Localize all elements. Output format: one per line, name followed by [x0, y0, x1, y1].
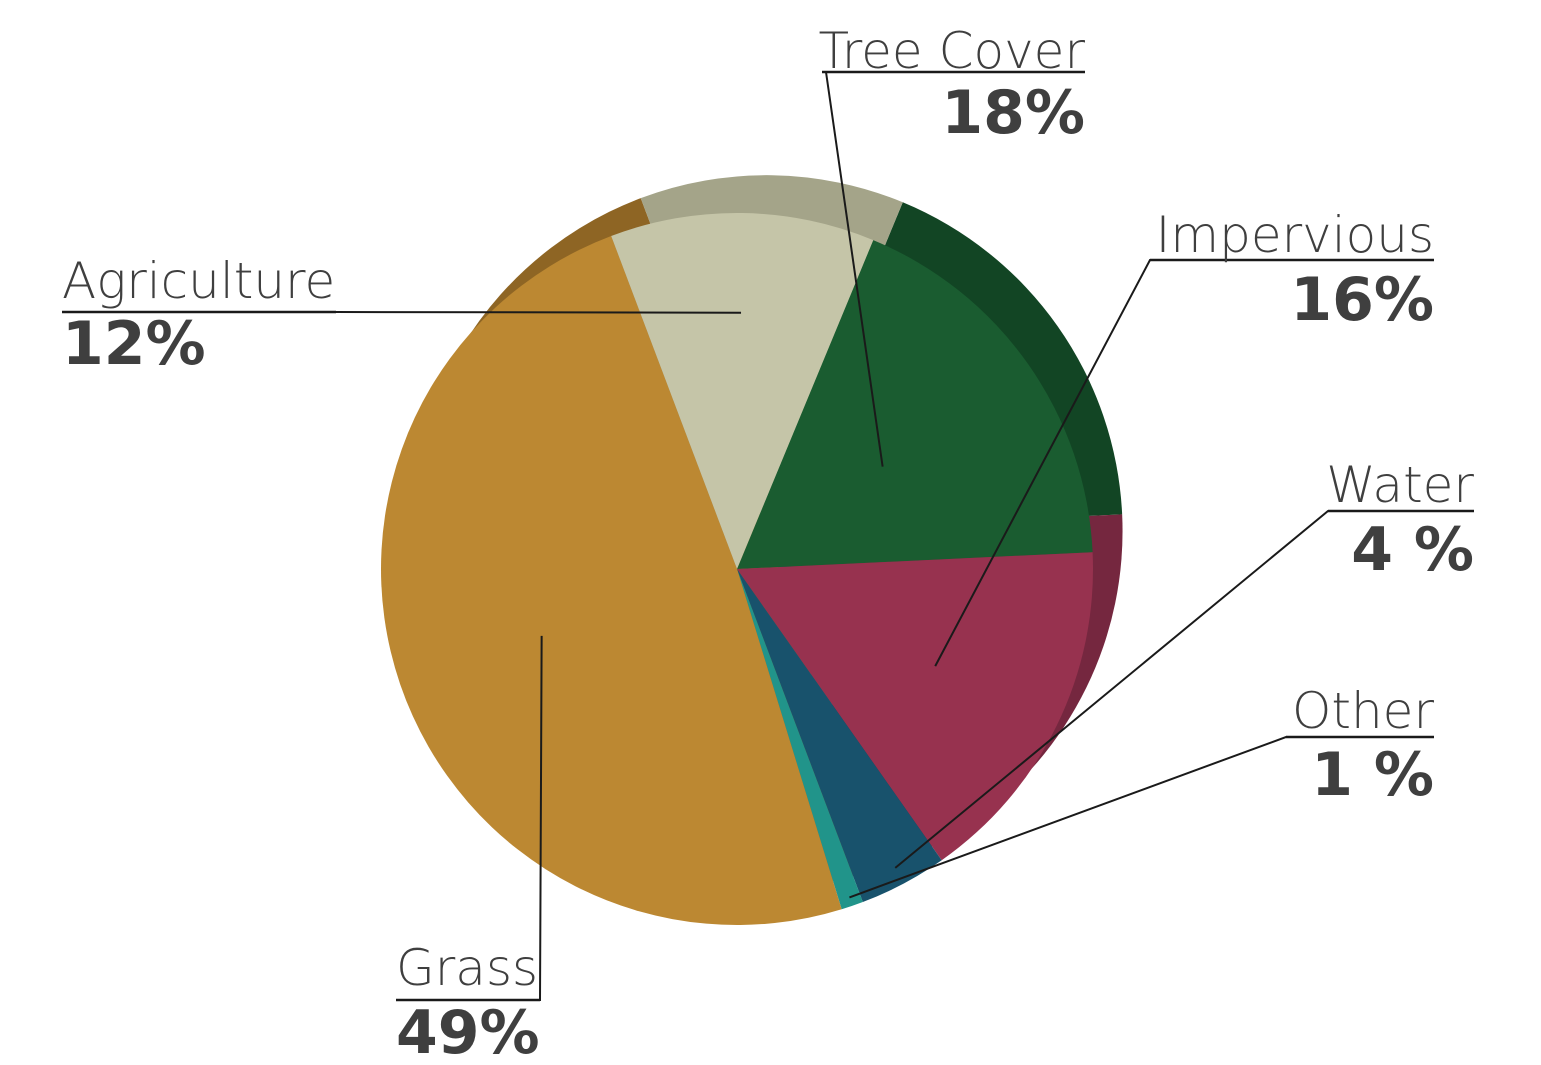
slice-value-water: 4 % [1351, 515, 1474, 585]
slice-value-impervious: 16% [1290, 265, 1434, 335]
pie-slice-impervious [737, 552, 1093, 861]
slice-label-grass: Grass [396, 939, 538, 997]
slice-label-impervious: Impervious [1156, 206, 1434, 264]
slice-label-agriculture: Agriculture [62, 252, 335, 310]
slice-value-other: 1 % [1311, 740, 1434, 810]
pie-slice-grass [381, 235, 842, 925]
pie-slice-other [737, 569, 863, 910]
slice-value-tree-cover: 18% [941, 78, 1085, 148]
pie-slice-agriculture [611, 213, 874, 570]
slice-label-tree-cover: Tree Cover [819, 22, 1086, 80]
slice-label-other: Other [1292, 682, 1434, 740]
pie-slices [381, 213, 1093, 925]
slice-label-water: Water [1326, 456, 1474, 514]
slice-value-agriculture: 12% [62, 309, 206, 379]
pie-slice-water [737, 569, 942, 903]
leader-lines [62, 70, 1474, 1002]
slice-value-grass: 49% [396, 998, 540, 1065]
pie-slice-tree-cover [737, 240, 1093, 570]
